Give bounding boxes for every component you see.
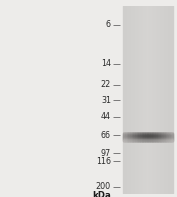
Text: 6: 6 bbox=[106, 20, 111, 29]
Text: 116: 116 bbox=[96, 157, 111, 166]
Text: 31: 31 bbox=[101, 96, 111, 105]
Text: 200: 200 bbox=[96, 182, 111, 191]
Text: kDa: kDa bbox=[92, 191, 111, 197]
Text: 97: 97 bbox=[101, 149, 111, 158]
Text: 66: 66 bbox=[101, 131, 111, 140]
Text: 22: 22 bbox=[101, 80, 111, 89]
Text: 44: 44 bbox=[101, 112, 111, 121]
Text: 14: 14 bbox=[101, 59, 111, 68]
